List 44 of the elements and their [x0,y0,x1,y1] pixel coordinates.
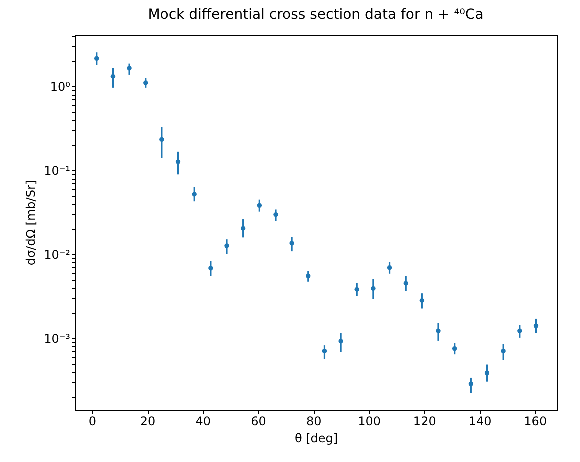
point [257,203,262,208]
point [224,244,230,248]
x-tick-label: 80 [306,414,322,428]
y-tick-label: 10⁻³ [44,332,71,346]
point [501,348,506,354]
y-axis-title: dσ/dΩ [mb/Sr] [24,180,38,266]
point [274,212,278,218]
x-tick-label: 20 [140,414,156,428]
point [338,339,344,344]
point [144,80,148,86]
point [404,281,408,286]
x-tick-label: 100 [358,414,381,428]
point [436,328,441,334]
point [192,192,197,197]
point [387,266,392,270]
point [208,266,214,271]
y-tick-label: 10⁰ [50,80,71,94]
x-tick-label: 40 [196,414,212,428]
point [160,137,164,142]
x-tick-label: 0 [88,414,96,428]
x-tick-label: 60 [251,414,266,428]
point [240,226,246,231]
point [306,274,311,278]
point [94,56,100,62]
point [452,346,458,352]
point [484,370,490,376]
y-tick-label: 10⁻¹ [44,164,71,178]
point [420,298,425,304]
chart-title: Mock differential cross section data for n + ⁴⁰Ca [148,6,484,23]
point [176,160,181,164]
point [354,287,360,292]
point [290,241,294,246]
x-tick-label: 120 [413,414,436,428]
point [534,324,539,328]
x-axis-title: θ [deg] [294,432,338,446]
point [468,382,474,386]
point [127,66,132,71]
point [518,328,522,334]
point [371,286,376,292]
point [110,74,116,79]
x-tick-label: 160 [524,414,548,428]
y-tick-label: 10⁻² [44,248,71,262]
point [322,348,328,354]
x-tick-label: 140 [468,414,492,428]
